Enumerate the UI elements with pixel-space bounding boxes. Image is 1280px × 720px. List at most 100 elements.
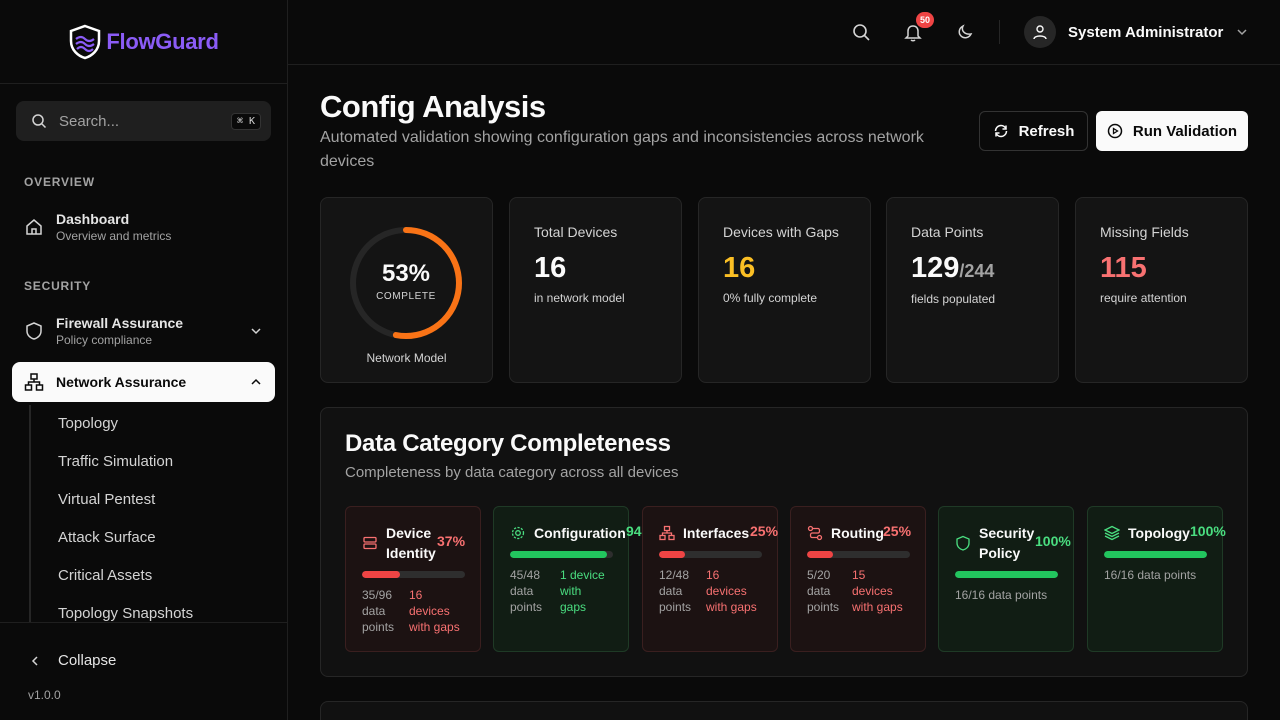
network-icon	[24, 373, 44, 391]
completeness-caption: Network Model	[366, 351, 447, 365]
sidebar-subitem-topology-snapshots[interactable]: Topology Snapshots	[58, 605, 194, 622]
category-progress-bar	[659, 551, 762, 558]
progress-ring-fill	[350, 227, 462, 339]
stat-sub: require attention	[1100, 291, 1187, 305]
user-name: System Administrator	[1068, 23, 1224, 41]
category-card-configuration[interactable]: Configuration 94% 45/48 data points 1 devi…	[493, 506, 654, 652]
category-progress-fill	[659, 551, 685, 558]
server-icon	[363, 536, 377, 550]
sidebar: FlowGuard Search... ⌘ K OVERVIEW Dashboa…	[0, 0, 288, 720]
sidebar-item-firewall-assurance[interactable]: Firewall Assurance Policy compliance	[12, 310, 275, 352]
topbar-divider	[999, 20, 1000, 44]
collapse-button[interactable]: Collapse	[28, 652, 116, 669]
subnav-line	[29, 405, 31, 623]
run-validation-button[interactable]: Run Validation	[1096, 111, 1248, 151]
notification-badge: 50	[916, 12, 934, 28]
sidebar-item-sublabel: Overview and metrics	[56, 229, 172, 243]
category-progress-bar	[1104, 551, 1207, 558]
category-progress-bar	[362, 571, 465, 578]
search-icon	[32, 114, 47, 129]
progress-ring	[350, 227, 462, 339]
category-name: Security Policy	[979, 525, 1035, 561]
route-icon	[807, 525, 823, 541]
category-percent: 37%	[437, 533, 466, 549]
stat-card-total-devices: Total Devices 16 in network model	[509, 197, 682, 383]
play-circle-icon	[1107, 123, 1123, 139]
category-points: 16/16 data points	[1104, 568, 1197, 582]
stat-value-number: 129	[911, 252, 960, 284]
category-percent: 100%	[1190, 523, 1226, 539]
category-card-device-identity[interactable]: Device Identity 37% 35/96 data points 16 dev…	[345, 506, 481, 652]
stat-label: Total Devices	[534, 224, 618, 240]
sidebar-search[interactable]: Search... ⌘ K	[16, 101, 271, 141]
category-progress-fill	[362, 571, 401, 578]
sidebar-item-label: Network Assurance	[56, 374, 187, 390]
category-name: Interfaces	[683, 525, 750, 541]
stat-value-denominator: /244	[959, 261, 995, 281]
category-progress-bar	[807, 551, 910, 558]
logo[interactable]: FlowGuard	[0, 0, 287, 84]
category-points: 35/96 data points	[362, 588, 395, 634]
page-description: Automated validation showing configurati…	[320, 129, 924, 170]
category-points: 45/48 data points	[510, 568, 543, 614]
stat-sub: fields populated	[911, 292, 996, 306]
category-percent: 100%	[1035, 533, 1071, 549]
section-label-security: SECURITY	[24, 279, 92, 293]
refresh-icon	[994, 124, 1007, 138]
next-panel	[320, 701, 1248, 720]
search-icon[interactable]	[851, 22, 871, 42]
stat-value: 129/244	[911, 252, 994, 285]
stat-card-completeness: 53% COMPLETE Network Model	[320, 197, 493, 383]
stat-label: Data Points	[911, 224, 984, 240]
category-progress-bar	[510, 551, 613, 558]
run-validation-label: Run Validation	[1132, 122, 1238, 140]
stat-label: Missing Fields	[1100, 224, 1189, 240]
sidebar-subitem-virtual-pentest[interactable]: Virtual Pentest	[58, 491, 156, 508]
refresh-label: Refresh	[1018, 122, 1075, 140]
layers-icon	[1104, 525, 1120, 541]
bell-icon[interactable]	[903, 22, 923, 42]
chevron-up-icon[interactable]	[249, 375, 263, 389]
shield-icon	[26, 322, 42, 340]
sidebar-subitem-critical-assets[interactable]: Critical Assets	[58, 567, 153, 584]
completeness-percent: 53%	[381, 260, 431, 287]
chevron-left-icon	[31, 655, 38, 666]
collapse-label: Collapse	[58, 652, 117, 669]
stat-card-missing-fields: Missing Fields 115 require attention	[1075, 197, 1248, 383]
flowguard-logo-icon	[70, 24, 101, 59]
category-card-interfaces[interactable]: Interfaces 25% 12/48 data points 16 devices…	[642, 506, 778, 652]
sidebar-subitem-attack-surface[interactable]: Attack Surface	[58, 529, 156, 546]
category-card-security-policy[interactable]: Security Policy 100% 16/16 data points	[938, 506, 1074, 652]
category-progress-fill	[807, 551, 833, 558]
home-icon	[26, 219, 42, 235]
category-percent: 25%	[750, 523, 779, 539]
user-menu[interactable]: System Administrator	[1024, 16, 1249, 48]
sidebar-subitem-topology[interactable]: Topology	[58, 415, 119, 432]
category-percent: 25%	[883, 523, 912, 539]
stat-sub: 0% fully complete	[723, 291, 818, 305]
chevron-down-icon[interactable]	[249, 324, 263, 338]
version-label: v1.0.0	[28, 688, 61, 702]
category-gaps: 16 devices with gaps	[706, 568, 757, 614]
search-placeholder: Search...	[59, 112, 120, 130]
page-title: Config Analysis	[320, 89, 546, 124]
category-progress-bar	[955, 571, 1058, 578]
completeness-label: COMPLETE	[376, 291, 436, 302]
interfaces-icon	[659, 525, 675, 541]
category-card-routing[interactable]: Routing 25% 5/20 data points 15 devices with…	[790, 506, 926, 652]
refresh-button[interactable]: Refresh	[979, 111, 1088, 151]
gear-icon	[511, 526, 525, 540]
completeness-ring: 53% COMPLETE	[347, 224, 465, 342]
category-points: 12/48 data points	[659, 568, 692, 614]
stat-value: 115	[1100, 252, 1147, 284]
sidebar-subitem-traffic-simulation[interactable]: Traffic Simulation	[58, 453, 174, 470]
category-points: 5/20 data points	[807, 568, 840, 614]
moon-icon[interactable]	[955, 22, 975, 42]
sidebar-item-sublabel: Policy compliance	[56, 333, 153, 347]
main-content: 50 System Administrator Config Analysis …	[288, 0, 1280, 720]
topbar: 50 System Administrator	[288, 0, 1280, 65]
sidebar-footer: Collapse v1.0.0	[0, 622, 287, 720]
category-card-topology[interactable]: Topology 100% 16/16 data points	[1087, 506, 1226, 652]
sidebar-item-dashboard[interactable]: Dashboard Overview and metrics	[12, 206, 275, 248]
sidebar-item-network-assurance[interactable]: Network Assurance	[12, 362, 275, 402]
